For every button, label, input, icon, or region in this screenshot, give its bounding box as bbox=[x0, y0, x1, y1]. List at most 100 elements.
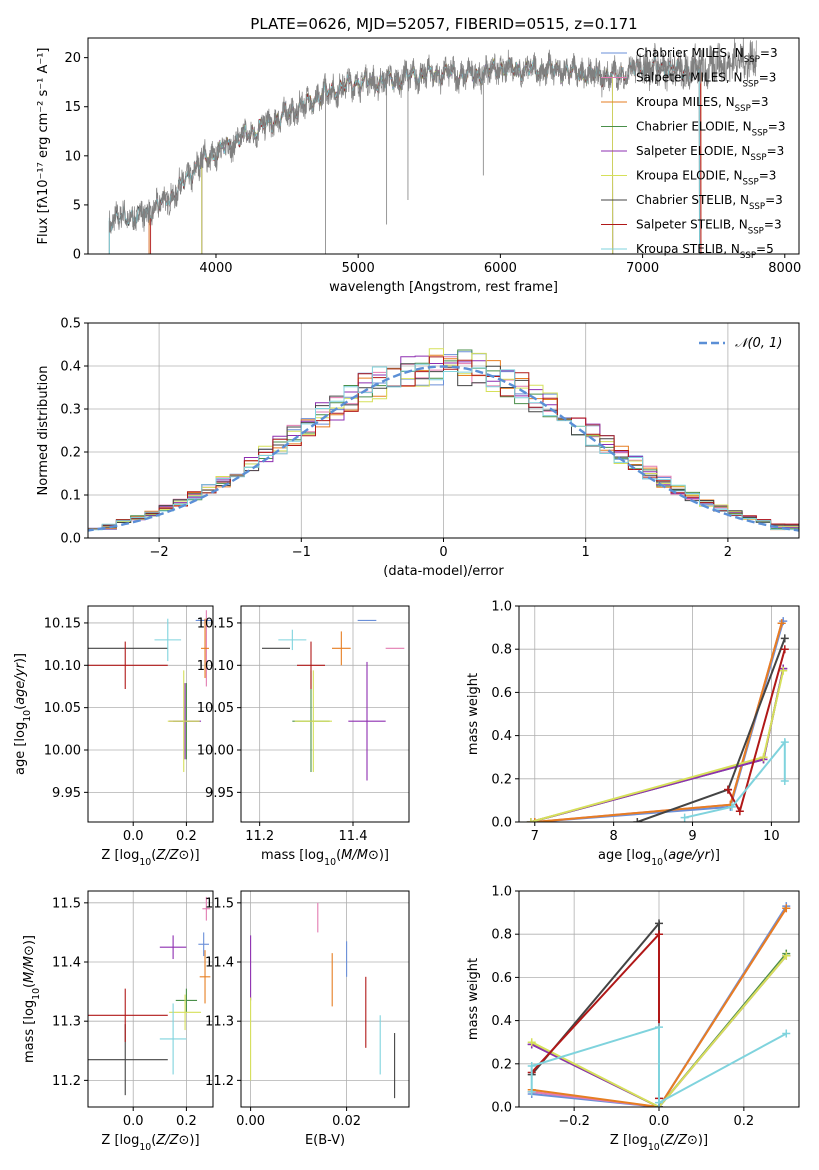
x-tick-label: 11.2 bbox=[245, 829, 274, 844]
weight-marker bbox=[782, 1029, 791, 1038]
x-axis-label: mass [log10(M/M⊙)] bbox=[261, 848, 389, 868]
x-axis-label: E(B-V) bbox=[305, 1133, 345, 1148]
weight-marker bbox=[779, 666, 788, 675]
y-tick-label: 10.15 bbox=[44, 616, 81, 631]
y-tick-label: 10.00 bbox=[44, 744, 81, 759]
axes-frame bbox=[240, 605, 410, 823]
y-tick-label: 0.4 bbox=[491, 729, 512, 744]
y-tick-label: 0.1 bbox=[60, 489, 81, 504]
weight-marker bbox=[782, 904, 791, 913]
weight-marker bbox=[655, 930, 663, 939]
y-axis-label: Normed distribution bbox=[36, 366, 51, 496]
weight-marker bbox=[655, 1023, 663, 1032]
errorbar-point-chabrier-elodie bbox=[175, 988, 198, 1013]
y-tick-label: 10.05 bbox=[44, 701, 81, 716]
weight-marker bbox=[727, 802, 736, 811]
weight-marker bbox=[782, 951, 791, 960]
y-tick-label: 0.3 bbox=[60, 403, 81, 418]
x-tick-label: −0.2 bbox=[558, 1114, 590, 1129]
mass-vs-metallicity-panel: 0.0 0.2 11.2 11.3 11.4 11.5 Z [log10(Z/Z⊙)] mas… bbox=[22, 890, 214, 1153]
legend-entry: Kroupa MILES, NSSP=3 bbox=[636, 95, 769, 114]
y-tick-label: 0.2 bbox=[491, 772, 512, 787]
x-tick-label: 8 bbox=[610, 829, 618, 844]
mass-vs-reddening-panel: 0.00 0.02 11.2 11.3 11.4 11.5 E(B-V) bbox=[205, 890, 410, 1148]
weight-vs-age-panel: 7 8 9 10 0.0 0.2 0.4 0.6 0.8 1.0 age [log10(age/yr… bbox=[466, 600, 800, 868]
weight-line-kroupa-elodie bbox=[531, 955, 788, 1107]
errorbar-point-kroupa-miles bbox=[201, 618, 210, 678]
weight-marker bbox=[780, 738, 789, 747]
x-tick-label: −1 bbox=[292, 545, 311, 560]
weight-marker bbox=[655, 1098, 663, 1107]
spectrum-data bbox=[108, 38, 757, 234]
y-tick-label: 20 bbox=[64, 51, 81, 66]
y-tick-label: 9.95 bbox=[205, 786, 234, 801]
plot-area bbox=[250, 902, 396, 1099]
y-tick-label: 0.4 bbox=[60, 360, 81, 375]
plot-area bbox=[262, 619, 405, 781]
weight-marker bbox=[780, 634, 789, 643]
weight-marker bbox=[527, 1061, 536, 1070]
x-tick-label: 0.2 bbox=[734, 1114, 755, 1129]
errorbar-point-salpeter-elodie bbox=[348, 661, 386, 781]
x-tick-label: 0.2 bbox=[176, 1114, 197, 1129]
legend-entry: Chabrier ELODIE, NSSP=3 bbox=[636, 120, 785, 139]
x-axis-label: age [log10(age/yr)] bbox=[598, 848, 720, 868]
y-tick-label: 10.00 bbox=[197, 744, 234, 759]
x-tick-label: 0.00 bbox=[236, 1114, 265, 1129]
y-axis-label: mass weight bbox=[466, 673, 481, 755]
x-tick-label: 0.0 bbox=[123, 829, 144, 844]
y-tick-label: 10.10 bbox=[44, 659, 81, 674]
x-tick-label: 9 bbox=[688, 829, 696, 844]
y-tick-label: 5 bbox=[73, 198, 81, 213]
weight-marker bbox=[777, 619, 786, 628]
legend-entry: Salpeter ELODIE, NSSP=3 bbox=[636, 144, 784, 163]
x-tick-label: 6000 bbox=[484, 261, 517, 276]
errorbar-point-salpeter-miles bbox=[202, 896, 211, 921]
legend-entry: Chabrier STELIB, NSSP=3 bbox=[636, 193, 783, 212]
x-tick-label: 10 bbox=[763, 829, 780, 844]
errorbar-point-kroupa-miles bbox=[332, 631, 351, 666]
axes-frame bbox=[87, 890, 214, 1108]
plot-area bbox=[88, 348, 799, 532]
x-tick-label: 1 bbox=[582, 545, 590, 560]
plot-area bbox=[88, 896, 211, 1096]
weight-marker bbox=[633, 818, 642, 822]
weight-line-kroupa-miles bbox=[531, 907, 788, 1107]
errorbar-point-salpeter-stelib bbox=[88, 641, 168, 690]
errorbar-point-kroupa-elodie bbox=[294, 670, 332, 773]
weight-marker bbox=[735, 807, 744, 816]
weight-vs-metallicity-panel: −0.2 0.0 0.2 0.0 0.2 0.4 0.6 0.8 1.0 Z [log10(Z/Z… bbox=[466, 885, 800, 1153]
weight-marker bbox=[759, 753, 768, 762]
x-tick-label: 4000 bbox=[199, 261, 232, 276]
spectrum-panel: 4000 5000 6000 7000 8000 0 5 10 15 20 wavelength [… bbox=[36, 37, 801, 295]
y-tick-label: 0.4 bbox=[491, 1014, 512, 1029]
x-tick-label: 0.0 bbox=[649, 1114, 670, 1129]
x-tick-label: −2 bbox=[150, 545, 169, 560]
weight-marker bbox=[655, 919, 663, 928]
errorbar-point-salpeter-stelib bbox=[297, 641, 325, 690]
weight-marker bbox=[530, 818, 539, 822]
x-tick-label: 5000 bbox=[342, 261, 375, 276]
y-tick-label: 11.3 bbox=[52, 1015, 81, 1030]
y-tick-label: 11.2 bbox=[205, 1074, 234, 1089]
y-tick-label: 0.5 bbox=[60, 317, 81, 332]
gaussian-reference-curve bbox=[88, 365, 799, 532]
figure-title: PLATE=0626, MJD=52057, FIBERID=0515, z=0… bbox=[250, 15, 637, 33]
x-tick-label: 0.0 bbox=[123, 1114, 144, 1129]
legend-entry: 𝒩(0, 1) bbox=[735, 336, 782, 351]
y-axis-label: mass weight bbox=[466, 958, 481, 1040]
errorbar-point-kroupa-elodie bbox=[167, 670, 200, 773]
x-tick-label: 11.4 bbox=[339, 829, 368, 844]
y-tick-label: 1.0 bbox=[491, 885, 512, 900]
legend-entry: Kroupa ELODIE, NSSP=3 bbox=[636, 169, 776, 188]
weight-marker bbox=[527, 1087, 536, 1096]
age-vs-mass-panel: 11.2 11.4 9.95 10.00 10.05 10.10 10.15 mass [lo… bbox=[197, 605, 410, 868]
y-tick-label: 11.2 bbox=[52, 1074, 81, 1089]
y-tick-label: 9.95 bbox=[52, 786, 81, 801]
x-tick-label: 0.02 bbox=[332, 1114, 361, 1129]
weight-marker bbox=[780, 645, 789, 654]
legend-entry: Salpeter STELIB, NSSP=3 bbox=[636, 218, 782, 237]
x-tick-label: 8000 bbox=[768, 261, 801, 276]
y-tick-label: 0 bbox=[73, 248, 81, 263]
